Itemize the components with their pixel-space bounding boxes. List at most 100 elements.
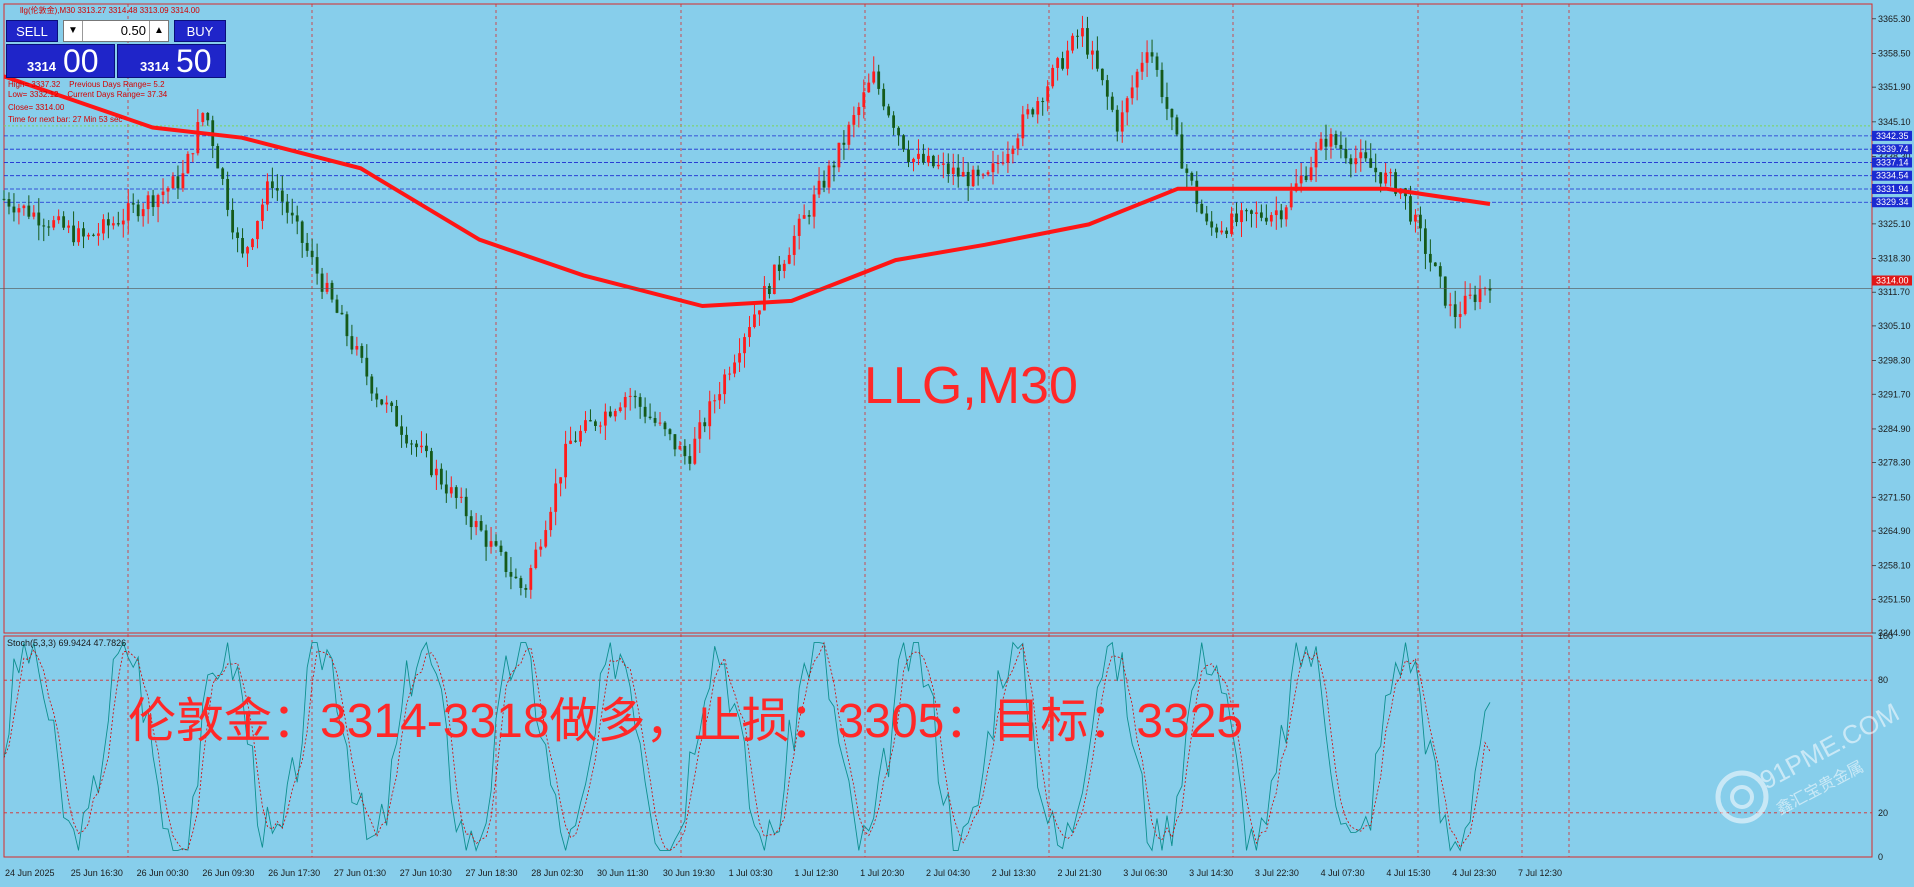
lot-decrease-icon[interactable]: ▼ — [64, 21, 83, 41]
sell-button[interactable]: SELL — [6, 20, 58, 42]
candle-body — [1379, 172, 1383, 184]
candle-body — [246, 247, 249, 254]
candle-body — [1284, 207, 1288, 220]
candle-body — [430, 451, 433, 476]
candle-body — [753, 314, 756, 328]
time-tick-label: 30 Jun 11:30 — [597, 868, 648, 878]
buy-price-box[interactable]: 3314 50 — [117, 43, 226, 79]
price-panel-frame — [3, 3, 1873, 634]
candle-body — [1175, 117, 1179, 135]
candle-body — [1255, 212, 1258, 214]
candle-body — [613, 410, 617, 417]
candle-body — [365, 357, 369, 377]
candle-body — [569, 440, 572, 444]
candle-body — [877, 71, 881, 89]
price-marker-box — [1872, 130, 1912, 141]
candle-body — [1081, 28, 1084, 37]
candle-body — [261, 204, 264, 221]
candle-body — [594, 421, 597, 426]
candle-body — [181, 173, 185, 189]
lot-increase-icon[interactable]: ▲ — [149, 21, 168, 41]
candle-body — [743, 337, 746, 354]
candle-body — [1458, 314, 1462, 317]
candle-body — [782, 263, 786, 271]
candle-body — [1011, 148, 1015, 154]
candle-body — [1061, 58, 1064, 69]
candle-body — [1165, 97, 1169, 109]
candle-body — [1314, 149, 1318, 168]
time-tick-label: 2 Jul 21:30 — [1058, 868, 1102, 878]
candle-body — [176, 176, 180, 189]
candle-body — [1364, 152, 1368, 159]
lot-size-value[interactable]: 0.50 — [120, 23, 146, 38]
sell-price-box[interactable]: 3314 00 — [6, 43, 115, 79]
buy-price-prefix: 3314 — [140, 59, 169, 74]
candle-body — [186, 153, 190, 174]
candle-body — [792, 235, 796, 255]
candle-body — [1419, 214, 1422, 229]
candle-body — [1120, 112, 1124, 132]
time-tick-label: 2 Jul 13:30 — [992, 868, 1036, 878]
candle-body — [633, 395, 637, 398]
candle-body — [121, 220, 125, 225]
candle-body — [459, 496, 463, 498]
candle-body — [1195, 180, 1199, 204]
candle-body — [698, 422, 702, 439]
candle-body — [1006, 153, 1010, 163]
candle-body — [1076, 35, 1079, 37]
candle-body — [380, 399, 384, 405]
candle-body — [449, 487, 453, 494]
candle-body — [1115, 109, 1119, 132]
stoch-tick-label: 80 — [1878, 675, 1888, 685]
candle-body — [27, 205, 31, 217]
candle-body — [305, 242, 309, 251]
candle-body — [375, 393, 379, 400]
buy-button[interactable]: BUY — [174, 20, 226, 42]
candle-body — [82, 228, 85, 237]
time-tick-label: 26 Jun 09:30 — [202, 868, 254, 878]
candle-body — [1334, 134, 1338, 145]
candle-body — [37, 212, 41, 226]
candle-body — [295, 215, 299, 222]
candle-body — [1409, 196, 1412, 222]
candle-body — [385, 402, 389, 405]
stoch-tick-label: 20 — [1878, 808, 1888, 818]
candle-body — [464, 496, 468, 517]
candle-body — [469, 516, 473, 528]
price-marker-box — [1872, 157, 1912, 168]
candle-body — [1016, 138, 1020, 149]
candle-body — [832, 165, 836, 168]
time-tick-label: 30 Jun 19:30 — [663, 868, 715, 878]
price-tick-label: 3298.30 — [1878, 356, 1911, 366]
candle-body — [300, 221, 304, 243]
moving-average-line — [3, 74, 1491, 309]
candle-body — [1066, 50, 1069, 69]
candle-body — [857, 107, 861, 116]
candle-body — [554, 483, 558, 512]
candle-body — [598, 425, 602, 427]
time-axis: 24 Jun 2025 25 Jun 16:30 26 Jun 00:30 26 Ju… — [5, 868, 1562, 878]
candle-body — [1140, 62, 1144, 72]
candle-body — [231, 209, 235, 233]
candle-body — [504, 552, 508, 572]
candle-body — [439, 468, 443, 485]
candle-body — [579, 430, 582, 442]
candle-body — [1384, 172, 1388, 184]
candle-body — [420, 445, 423, 448]
candle-body — [1051, 67, 1055, 87]
candle-body — [72, 225, 75, 243]
candle-body — [111, 223, 115, 226]
chart-grid — [3, 3, 1873, 858]
time-tick-label: 25 Jun 16:30 — [71, 868, 123, 878]
candle-body — [241, 238, 244, 254]
time-tick-label: 1 Jul 20:30 — [860, 868, 904, 878]
candle-body — [1001, 162, 1005, 164]
time-tick-label: 7 Jul 12:30 — [1518, 868, 1562, 878]
price-tick-label: 3325.10 — [1878, 219, 1911, 229]
candle-body — [524, 588, 528, 590]
lot-size-input[interactable]: ▼ 0.50 ▲ — [63, 20, 169, 42]
candle-body — [981, 174, 985, 176]
candle-body — [47, 226, 51, 228]
candle-body — [1205, 213, 1209, 222]
